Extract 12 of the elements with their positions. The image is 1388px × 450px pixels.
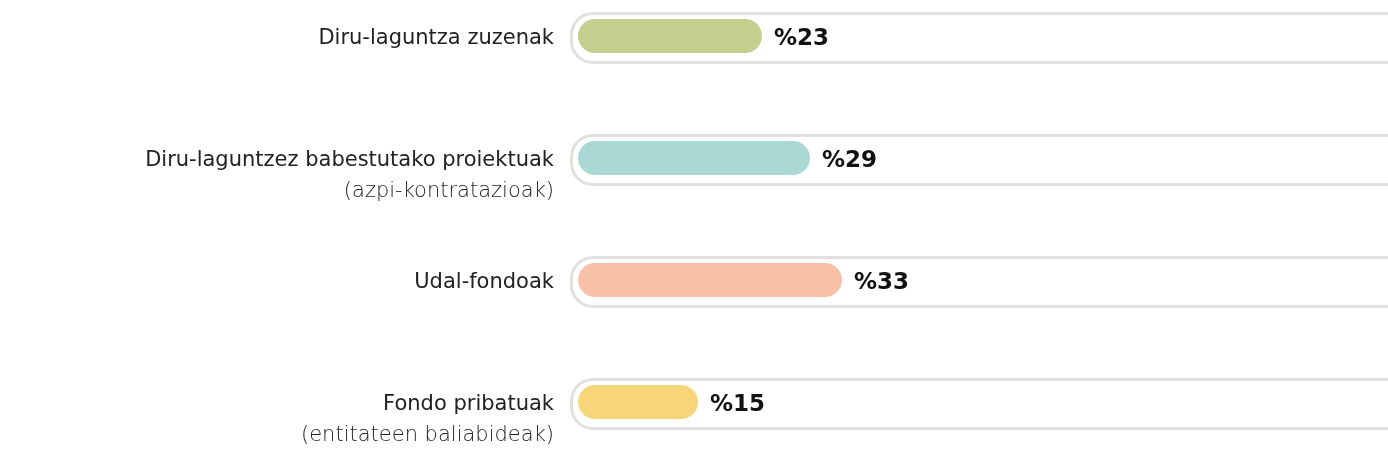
bar — [578, 263, 842, 297]
data-label: %29 — [822, 146, 878, 172]
y-tick-label: Fondo pribatuak (entitateen baliabideak) — [300, 391, 555, 446]
bar — [578, 19, 762, 53]
bar — [578, 385, 698, 419]
y-tick-label: Udal-fondoak — [414, 269, 555, 293]
bar — [578, 141, 810, 175]
y-tick-label: Diru-laguntza zuzenak — [318, 25, 555, 49]
data-label: %23 — [774, 24, 830, 50]
y-tick-label: Diru-laguntzez babestutako proiektuak (azpi-kontratazioak) — [145, 147, 555, 202]
data-label: %15 — [710, 390, 766, 416]
data-label: %33 — [854, 268, 910, 294]
